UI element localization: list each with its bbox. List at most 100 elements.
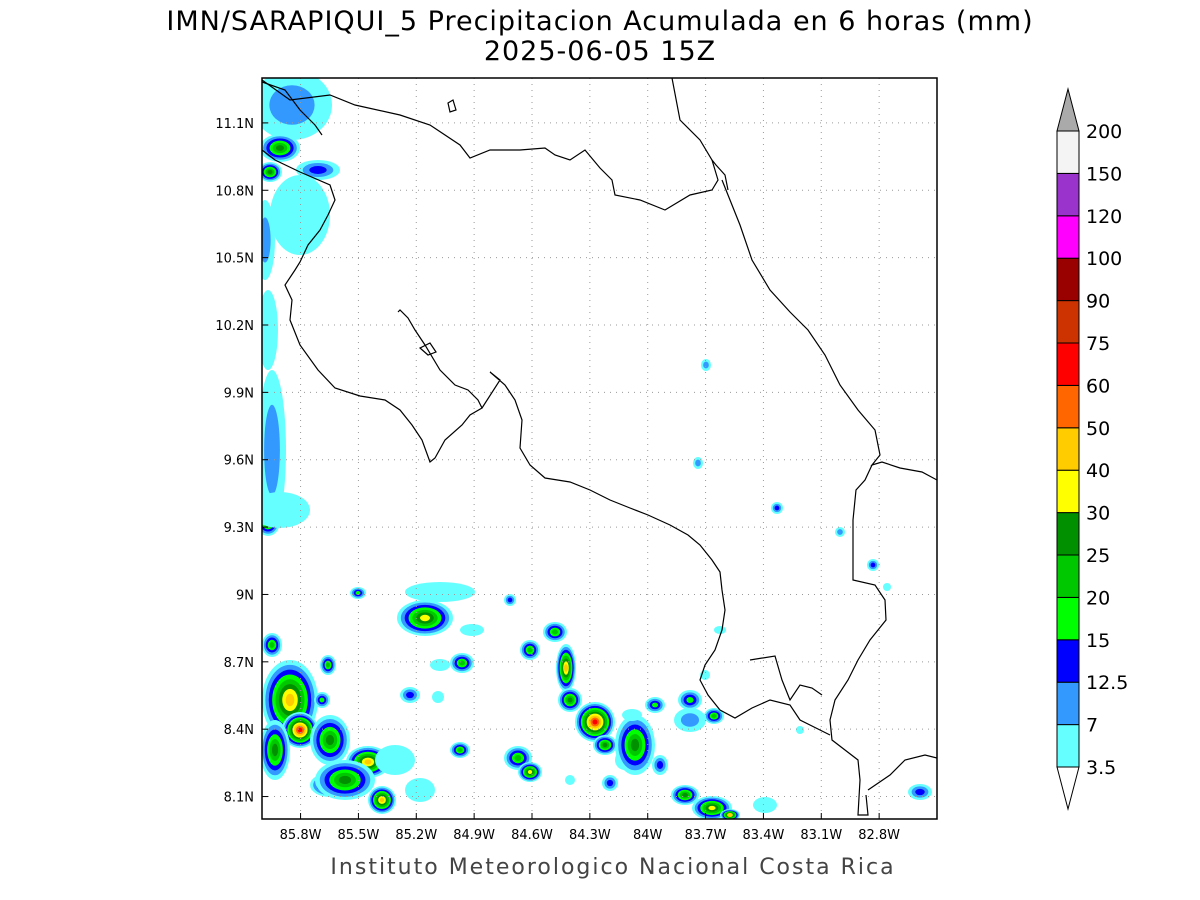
precip-contour — [269, 642, 275, 648]
precip-contour — [630, 738, 640, 752]
precip-contour — [774, 505, 780, 511]
precip-contour — [656, 761, 664, 769]
lon-tick-label: 85.2W — [395, 828, 437, 843]
lon-tick-label: 84.9W — [453, 828, 495, 843]
colorbar-box — [1056, 427, 1080, 471]
precip-contour — [680, 713, 700, 727]
lat-tick-label: 9N — [236, 588, 254, 603]
lake-nicaragua-shore — [262, 149, 483, 463]
latitude-axis: 8.1N 8.4N 8.7N 9N 9.3N 9.6N 9.9N 10.2N 10.5N 10.8… — [215, 117, 268, 806]
precip-contour — [264, 404, 280, 496]
lon-tick-label: 83.4W — [743, 828, 785, 843]
colorbar-box — [1056, 215, 1080, 259]
colorbar-level-label: 40 — [1086, 460, 1110, 482]
precip-contour — [432, 691, 444, 703]
precip-contour — [915, 788, 925, 796]
coastline-borders — [262, 78, 937, 816]
precip-contour — [319, 697, 325, 703]
precip-contour — [270, 175, 330, 255]
lat-tick-label: 9.3N — [224, 521, 254, 536]
colorbar-level-label: 7 — [1086, 715, 1098, 737]
precip-contour — [796, 726, 804, 734]
precip-contour — [406, 691, 414, 699]
precip-contour — [514, 755, 522, 761]
precip-contour — [567, 697, 573, 703]
colorbar-level-label: 15 — [1086, 630, 1110, 652]
precip-contour — [552, 629, 558, 635]
precip-contour — [682, 792, 688, 798]
precip-contour — [592, 719, 598, 725]
colorbar-box — [1056, 469, 1080, 514]
island-2 — [418, 342, 437, 356]
lat-tick-label: 10.8N — [215, 184, 254, 199]
colorbar-level-label: 50 — [1086, 418, 1110, 440]
precip-contour — [565, 775, 575, 785]
colorbar-level-label: 30 — [1086, 503, 1110, 525]
precip-contour — [267, 169, 273, 175]
precip-contour — [262, 290, 278, 370]
colorbar-box — [1056, 681, 1080, 726]
lon-tick-label: 84W — [633, 828, 663, 843]
lon-tick-label: 82.8W — [858, 828, 900, 843]
precip-contour — [507, 597, 513, 603]
precip-contour — [405, 778, 435, 802]
precip-contour — [355, 591, 361, 595]
precip-contour — [457, 748, 463, 752]
precip-contour — [405, 582, 475, 602]
caribbean-coast-nicaragua — [671, 78, 729, 191]
north-coast-nicaragua — [262, 81, 323, 136]
precip-contour — [703, 361, 709, 369]
precip-contour — [375, 745, 415, 775]
colorbar-box — [1056, 342, 1080, 386]
footer-credit: Instituto Meteorologico Nacional Costa R… — [330, 855, 896, 880]
precip-contour — [753, 797, 777, 813]
colorbar-box — [1056, 639, 1080, 683]
colorbar-box — [1056, 596, 1080, 641]
colorbar-box — [1056, 172, 1080, 217]
colorbar-level-label: 60 — [1086, 375, 1110, 397]
colorbar-level-label: 150 — [1086, 163, 1122, 185]
lat-tick-label: 8.7N — [224, 656, 254, 671]
precip-contour — [711, 714, 717, 718]
colorbar-level-label: 120 — [1086, 206, 1122, 228]
precip-contour — [870, 562, 876, 568]
precip-contour — [708, 805, 716, 811]
precip-contour — [728, 813, 732, 817]
precip-contour — [262, 217, 271, 263]
colorbar-box — [1056, 130, 1080, 174]
colorbar-level-label: 90 — [1086, 291, 1110, 313]
colorbar-box — [1056, 554, 1080, 598]
precip-contour — [602, 742, 608, 748]
precip-contour — [714, 626, 726, 634]
precip-contour — [527, 770, 533, 774]
precip-contour — [285, 693, 295, 707]
precip-contour — [379, 797, 385, 803]
colorbar-box — [1056, 300, 1080, 344]
colorbar-box — [1056, 724, 1080, 768]
colorbar-lower-arrow — [1056, 766, 1080, 811]
precipitation-field — [262, 78, 932, 819]
colorbar-level-label: 20 — [1086, 587, 1110, 609]
colorbar-box — [1056, 384, 1080, 429]
island-1 — [447, 99, 457, 113]
precip-contour — [564, 664, 568, 672]
precip-contour — [430, 659, 450, 671]
colorbar-level-label: 25 — [1086, 545, 1110, 567]
precip-contour — [420, 614, 430, 622]
lat-tick-label: 10.2N — [215, 319, 254, 334]
colorbar-level-label: 100 — [1086, 248, 1122, 270]
colorbar: 3.5 7 12.5 15 20 25 30 40 50 60 75 90 100 120 150 200 — [1056, 87, 1128, 811]
precip-contour — [460, 624, 484, 636]
border-costa-rica-nicaragua — [262, 79, 719, 211]
precip-contour — [622, 709, 642, 721]
precip-contour — [883, 583, 891, 591]
precip-contour — [297, 727, 303, 733]
map-title: IMN/SARAPIQUI_5 Precipitacion Acumulada … — [166, 6, 1034, 37]
precip-contour — [837, 529, 843, 535]
precip-contour — [271, 743, 279, 757]
colorbar-level-label: 200 — [1086, 121, 1122, 143]
lat-tick-label: 11.1N — [215, 117, 254, 132]
precip-contour — [695, 459, 701, 467]
colorbar-box — [1056, 512, 1080, 556]
longitude-axis: 85.8W 85.5W 85.2W 84.9W 84.6W 84.3W 84W 83.7W 83… — [280, 813, 900, 843]
